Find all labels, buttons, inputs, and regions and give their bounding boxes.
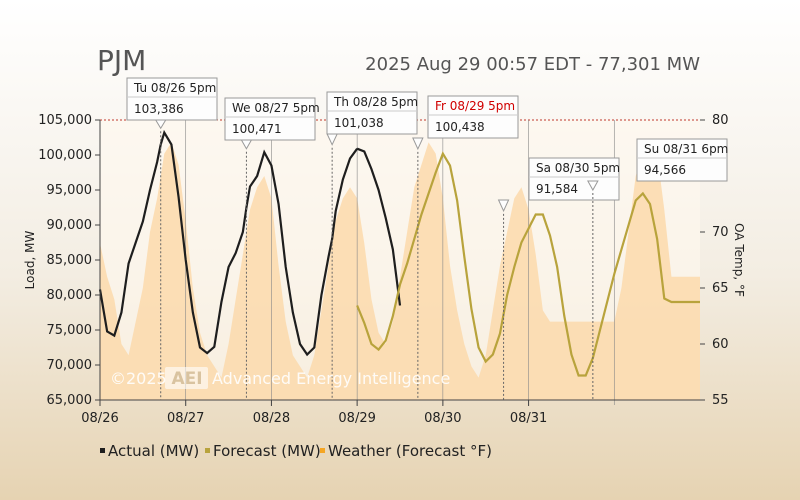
callout-box (636, 138, 728, 182)
axes: 105,000 100,000 95,000 90,000 85,000 80,000 75… (38, 113, 728, 426)
callout-pointer (497, 199, 510, 213)
callout-pointer (154, 119, 167, 130)
actual-line (98, 129, 359, 357)
series-lines (98, 129, 700, 377)
y2-tick-label: 70 (712, 225, 729, 240)
legend-swatch (320, 448, 325, 453)
legend: Actual (MW) Forecast (MW) Weather (Forecas… (100, 442, 492, 460)
callout-label: Sa 08/30 5pm (536, 161, 620, 175)
watermark-company: Advanced Energy Intelligence (212, 369, 450, 388)
x-tick-label: 08/28 (253, 411, 290, 426)
y2-axis-title: OA Temp, °F (732, 223, 746, 297)
y2-tick-label: 60 (712, 337, 729, 352)
legend-swatch (100, 448, 105, 453)
callout-pointer (587, 180, 599, 192)
callout-box (528, 157, 620, 201)
x-tick-label: 08/27 (167, 411, 204, 426)
x-tick-label: 08/30 (424, 411, 461, 426)
weather-area-path (100, 142, 700, 400)
x-tick-label: 08/26 (81, 411, 118, 426)
legend-swatch (205, 448, 210, 453)
callout-label: We 08/27 5pm (232, 101, 320, 115)
legend-label: Weather (Forecast °F) (328, 442, 492, 460)
y-tick-label: 95,000 (47, 183, 93, 198)
callout-box (427, 95, 519, 139)
y2-tick-label: 65 (712, 281, 729, 296)
legend-label: Actual (MW) (108, 442, 199, 460)
callout-value: 101,038 (334, 116, 384, 130)
legend-label: Forecast (MW) (213, 442, 321, 460)
y-axis-title: Load, MW (23, 231, 37, 290)
watermark: ©2025 AEI Advanced Energy Intelligence (110, 367, 450, 389)
callout-box (224, 97, 316, 141)
chart-subtitle: 2025 Aug 29 00:57 EDT - 77,301 MW (365, 54, 700, 75)
watermark-logo: AEI (171, 369, 202, 389)
callout-box (326, 91, 418, 135)
callout-label: Fr 08/29 5pm (435, 99, 515, 113)
callout-value: 100,438 (435, 120, 485, 134)
weather-area (100, 142, 700, 400)
x-tick-label: 08/31 (510, 411, 547, 426)
callout-value: 94,566 (644, 163, 686, 177)
callout-pointer (240, 139, 253, 150)
y-tick-label: 75,000 (47, 323, 93, 338)
x-tick-label: 08/29 (338, 411, 375, 426)
forecast-line (356, 151, 700, 377)
watermark-logo-box (165, 367, 208, 389)
chart-title: PJM (97, 44, 146, 77)
callout-value: 91,584 (536, 182, 578, 196)
y-tick-label: 85,000 (47, 253, 93, 268)
callout-label: Tu 08/26 5pm (133, 81, 216, 95)
y-tick-label: 105,000 (38, 113, 92, 128)
y-tick-label: 90,000 (47, 218, 93, 233)
y-tick-label: 65,000 (47, 393, 93, 408)
y2-tick-label: 80 (712, 113, 729, 128)
callout-label: Th 08/28 5pm (333, 95, 418, 109)
y-tick-label: 100,000 (38, 148, 92, 163)
y-tick-label: 70,000 (47, 358, 93, 373)
callout-box (126, 77, 218, 121)
y-tick-label: 80,000 (47, 288, 93, 303)
actual-line-tail (356, 147, 402, 306)
callout-value: 100,471 (232, 122, 282, 136)
callout-pointer (412, 137, 424, 151)
callout-value: 103,386 (134, 102, 184, 116)
callouts: Tu 08/26 5pm 103,386 We 08/27 5pm 100,471 Th… (126, 77, 728, 400)
callout-label: Su 08/31 6pm (644, 142, 728, 156)
watermark-year: ©2025 (110, 369, 167, 388)
callout-pointer (326, 133, 338, 146)
y2-tick-label: 55 (712, 393, 729, 408)
